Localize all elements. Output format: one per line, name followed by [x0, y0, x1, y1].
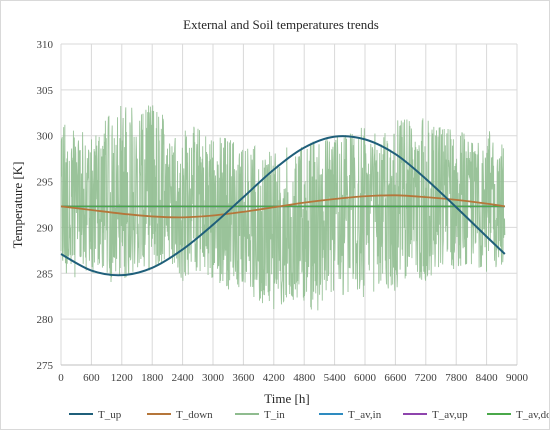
x-tick-label: 7200	[415, 372, 438, 384]
chart-title: External and Soil temperatures trends	[183, 17, 379, 32]
y-tick-label: 310	[37, 39, 54, 51]
x-tick-label: 1800	[141, 372, 164, 384]
x-tick-label: 4800	[293, 372, 316, 384]
legend-label-t-up: T_up	[98, 409, 122, 421]
legend: T_up T_down T_in T_av,in T_av,up T_av,down	[69, 409, 549, 421]
legend-label-t-av-in: T_av,in	[348, 409, 382, 421]
x-tick-label: 6600	[384, 372, 407, 384]
x-tick-label: 1200	[111, 372, 134, 384]
y-tick-label: 280	[37, 314, 54, 326]
x-tick-label: 3600	[232, 372, 255, 384]
x-axis-title: Time [h]	[264, 391, 309, 406]
x-tick-label: 0	[58, 372, 64, 384]
y-tick-label: 275	[37, 360, 54, 372]
x-tick-label: 8400	[476, 372, 499, 384]
x-tick-label: 7800	[445, 372, 468, 384]
y-tick-label: 305	[37, 85, 54, 97]
x-tick-label: 5400	[324, 372, 347, 384]
legend-label-t-av-up: T_av,up	[432, 409, 468, 421]
x-tick-label: 6000	[354, 372, 377, 384]
y-tick-label: 290	[37, 222, 54, 234]
x-tick-label: 4200	[263, 372, 286, 384]
y-tick-label: 295	[37, 177, 54, 189]
legend-label-t-av-down: T_av,down	[516, 409, 549, 421]
legend-label-t-down: T_down	[176, 409, 213, 421]
x-tick-label: 2400	[172, 372, 195, 384]
y-axis-title: Temperature [K]	[10, 162, 25, 249]
x-tick-label: 600	[83, 372, 100, 384]
y-tick-label: 300	[37, 131, 54, 143]
x-tick-label: 3000	[202, 372, 225, 384]
y-tick-label: 285	[37, 268, 54, 280]
x-tick-label: 9000	[506, 372, 529, 384]
legend-label-t-in: T_in	[264, 409, 285, 421]
